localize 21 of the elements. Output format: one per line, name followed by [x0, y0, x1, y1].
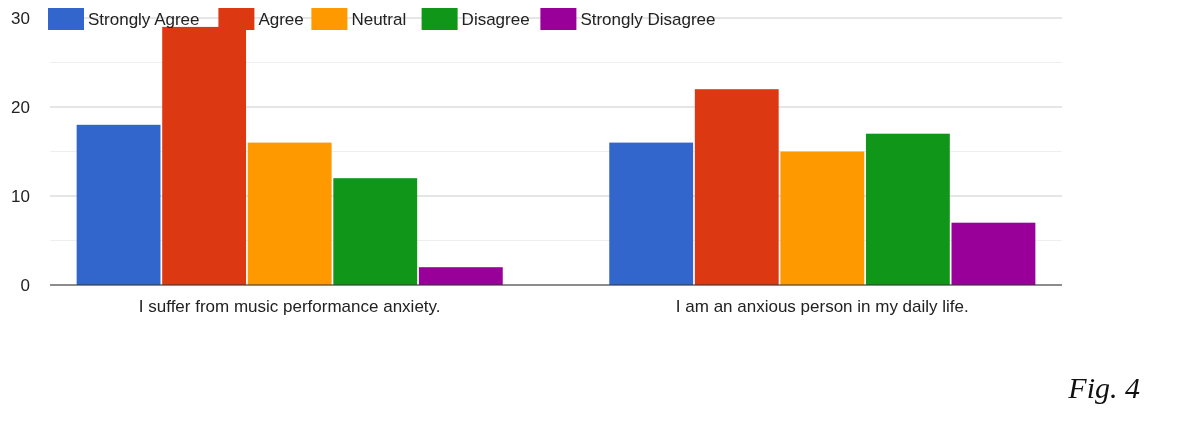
- legend-label: Agree: [258, 10, 304, 29]
- bar: [951, 222, 1036, 285]
- caption: Fig. 4: [1067, 371, 1140, 404]
- bar: [609, 142, 694, 285]
- bar: [694, 89, 779, 285]
- bar: [780, 151, 865, 285]
- y-tick-label: 30: [11, 9, 30, 28]
- y-tick-label: 20: [11, 98, 30, 117]
- bar: [76, 124, 161, 285]
- y-tick-label: 10: [11, 187, 30, 206]
- legend-label: Neutral: [351, 10, 407, 29]
- legend-label: Strongly Agree: [88, 10, 200, 29]
- legend-label: Disagree: [461, 10, 530, 29]
- y-tick-label: 0: [20, 276, 30, 295]
- bar: [418, 267, 503, 285]
- legend-label: Strongly Disagree: [580, 10, 716, 29]
- x-tick-label: I suffer from music performance anxiety.: [138, 297, 441, 316]
- bar: [247, 142, 332, 285]
- bar: [865, 133, 950, 285]
- x-tick-label: I am an anxious person in my daily life.: [675, 297, 969, 316]
- bar: [333, 178, 418, 285]
